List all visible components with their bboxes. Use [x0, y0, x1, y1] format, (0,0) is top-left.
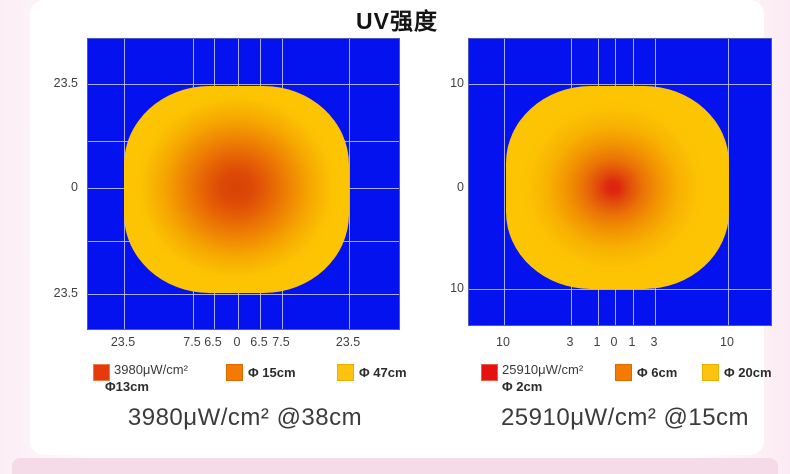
y-tick: 0	[457, 180, 464, 194]
x-tick: 3	[650, 335, 658, 349]
legend-swatch-yellow	[337, 364, 354, 381]
legend-label-diameter: Φ 20cm	[724, 365, 772, 380]
x-tick: 6.5	[204, 335, 222, 349]
y-tick: 23.5	[53, 76, 78, 90]
y-tick: 10	[450, 76, 464, 90]
gridline	[504, 39, 505, 325]
beam-spot-15cm	[506, 86, 729, 289]
x-tick: 7.5	[272, 335, 290, 349]
legend-swatch-red	[481, 364, 498, 381]
x-tick: 10	[496, 335, 510, 349]
beam-profile-plot-15cm	[468, 38, 772, 326]
caption-15cm: 25910μW/cm² @15cm	[500, 404, 750, 431]
x-tick: 1	[593, 335, 601, 349]
x-tick: 7.5	[183, 335, 201, 349]
y-tick: 23.5	[53, 286, 78, 300]
gridline	[469, 289, 771, 290]
gridline	[469, 84, 771, 85]
x-tick: 0	[610, 335, 618, 349]
x-tick: 1	[628, 335, 636, 349]
x-tick: 6.5	[250, 335, 268, 349]
chart-title: UV强度	[356, 8, 438, 34]
legend-label-diameter: Φ 15cm	[248, 365, 296, 380]
bottom-strip	[12, 458, 778, 474]
caption-38cm: 3980μW/cm² @38cm	[127, 404, 363, 431]
legend-label-intensity: 25910μW/cm²	[502, 362, 584, 377]
gridline	[349, 39, 350, 329]
x-tick: 10	[720, 335, 734, 349]
gridline	[88, 84, 399, 85]
x-tick: 23.5	[110, 335, 136, 349]
legend-label-diameter: Φ 47cm	[359, 365, 407, 380]
legend-label-diameter: Φ13cm	[105, 379, 149, 394]
legend-swatch-orange	[615, 364, 632, 381]
beam-spot-38cm	[124, 86, 349, 293]
gridline	[88, 294, 399, 295]
legend-swatch-red	[93, 364, 110, 381]
legend-swatch-yellow	[702, 364, 719, 381]
x-tick: 0	[233, 335, 241, 349]
beam-profile-plot-38cm	[87, 38, 400, 330]
y-tick: 10	[450, 281, 464, 295]
x-tick: 23.5	[335, 335, 361, 349]
content-card: UV强度 23.5 0 23.5 23.5 7.5 6.5 0 6.5 7.5 …	[30, 0, 772, 455]
legend-label-diameter: Φ 2cm	[502, 379, 543, 394]
legend-label-intensity: 3980μW/cm²	[114, 362, 188, 377]
legend-swatch-orange	[226, 364, 243, 381]
x-tick: 3	[566, 335, 574, 349]
y-tick: 0	[71, 180, 78, 194]
legend-label-diameter: Φ 6cm	[637, 365, 678, 380]
